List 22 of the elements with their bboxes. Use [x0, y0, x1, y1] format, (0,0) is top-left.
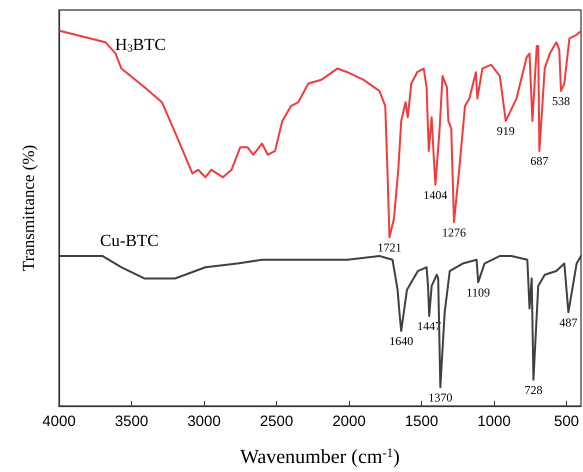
- x-tick-label: 3500: [114, 413, 148, 430]
- x-tick-label: 3000: [187, 413, 221, 430]
- x-tick-label: 1500: [404, 413, 438, 430]
- annotation: 687: [530, 154, 548, 168]
- x-tick-label: 2000: [332, 413, 366, 430]
- annotation: 728: [524, 382, 542, 397]
- series-label: Cu-BTC: [100, 231, 159, 250]
- annotation: 1370: [428, 390, 452, 404]
- annotation: 1721: [377, 240, 402, 254]
- annotation: 1404: [423, 188, 448, 202]
- x-tick-label: 500: [554, 413, 580, 430]
- annotation: 1640: [389, 334, 414, 348]
- x-tick-label: 4000: [42, 413, 76, 430]
- annotation: 919: [496, 124, 515, 138]
- x-tick-label: 2500: [260, 413, 294, 430]
- x-tick-label: 1000: [477, 413, 511, 430]
- annotation: 1109: [466, 285, 490, 300]
- y-axis-title: Transmittance (%): [19, 144, 38, 272]
- annotation: 487: [559, 315, 578, 330]
- annotation: 1276: [442, 225, 466, 240]
- series-label: H3BTC: [115, 35, 166, 54]
- annotation: 538: [552, 94, 570, 108]
